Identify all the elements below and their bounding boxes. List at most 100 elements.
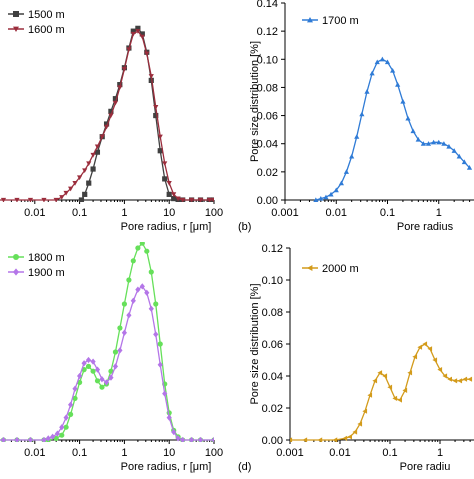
data-point — [171, 428, 177, 436]
data-point — [81, 360, 87, 367]
x-tick-label: 0.01 — [326, 207, 347, 219]
series-1600-m — [0, 29, 214, 202]
data-point — [328, 191, 334, 197]
data-point — [211, 436, 214, 442]
panel-label: (b) — [238, 221, 251, 233]
data-point — [108, 113, 114, 119]
x-tick-label: 1 — [121, 207, 127, 219]
legend-marker — [13, 254, 19, 260]
data-point — [135, 29, 141, 34]
data-point — [349, 153, 355, 159]
data-point — [467, 376, 473, 382]
data-point — [99, 376, 105, 383]
data-point — [323, 194, 329, 200]
data-point — [188, 436, 195, 442]
data-point — [68, 186, 74, 192]
data-point — [45, 435, 51, 442]
data-point — [94, 149, 101, 155]
x-tick-label: 100 — [205, 207, 223, 219]
data-point — [166, 191, 172, 197]
legend-label: 1700 m — [322, 15, 359, 27]
legend-label: 2000 m — [322, 263, 359, 275]
data-point — [117, 325, 123, 331]
data-point — [384, 59, 391, 65]
legend-marker — [307, 265, 313, 271]
data-point — [157, 361, 163, 368]
y-tick-label: 0.12 — [257, 26, 278, 38]
data-point — [148, 74, 154, 79]
data-point — [94, 378, 101, 384]
data-point — [14, 436, 20, 442]
data-point — [452, 378, 458, 384]
x-tick-label: 0.01 — [24, 207, 45, 219]
y-tick-label: 0.10 — [257, 54, 278, 66]
data-point — [72, 385, 78, 392]
legend-marker — [13, 26, 19, 32]
data-point — [130, 297, 136, 304]
legend-marker — [307, 17, 313, 23]
data-point — [144, 51, 150, 57]
data-point — [78, 197, 85, 202]
data-point — [197, 197, 204, 202]
data-point — [63, 414, 69, 421]
data-point — [27, 197, 34, 202]
data-point — [392, 395, 398, 401]
data-point — [0, 197, 7, 202]
series-line — [290, 343, 470, 441]
data-point — [387, 384, 393, 390]
data-point — [153, 301, 159, 307]
data-point — [425, 141, 432, 146]
data-point — [59, 432, 65, 438]
data-point — [63, 424, 69, 430]
data-point — [432, 357, 438, 363]
data-point — [112, 363, 119, 370]
data-point — [402, 387, 408, 393]
data-point — [357, 421, 363, 427]
data-point — [139, 283, 145, 290]
data-point — [130, 31, 136, 37]
data-point — [175, 196, 181, 202]
data-point — [121, 67, 127, 72]
legend-label: 1500 m — [28, 9, 65, 21]
data-point — [162, 176, 168, 182]
y-tick-label: 0.06 — [257, 111, 278, 123]
data-point — [377, 370, 383, 376]
data-point — [400, 98, 406, 104]
data-point — [395, 82, 401, 87]
y-tick-label: 0.12 — [262, 243, 283, 255]
data-point — [447, 376, 453, 382]
series-1900-m — [0, 283, 214, 442]
data-point — [90, 166, 96, 172]
data-point — [417, 344, 423, 350]
data-point — [431, 139, 437, 145]
data-point — [166, 414, 172, 421]
data-point — [144, 289, 150, 296]
x-tick-label: 0.1 — [72, 447, 87, 459]
x-axis-label: Pore radius — [397, 221, 454, 233]
data-point — [180, 197, 186, 202]
data-point — [148, 305, 154, 312]
data-point — [41, 436, 47, 442]
data-point — [153, 105, 159, 110]
series-2000-m — [290, 341, 473, 442]
x-axis-label: Pore radius, r [μm] — [121, 461, 212, 473]
data-point — [85, 363, 92, 369]
legend-label: 1800 m — [28, 252, 65, 264]
data-point — [374, 59, 380, 65]
data-point — [144, 248, 150, 254]
data-point — [90, 368, 96, 374]
y-tick-label: 0.06 — [262, 339, 283, 351]
data-point — [461, 159, 467, 165]
series-line — [315, 58, 470, 201]
data-point — [369, 70, 375, 76]
data-point — [362, 408, 368, 414]
y-tick-label: 0.02 — [257, 167, 278, 179]
data-point — [53, 197, 59, 202]
data-point — [180, 436, 186, 442]
x-tick-label: 0.1 — [72, 207, 87, 219]
data-point — [135, 245, 141, 251]
data-point — [135, 286, 141, 293]
data-point — [313, 197, 319, 202]
x-tick-label: 0.1 — [382, 447, 397, 459]
